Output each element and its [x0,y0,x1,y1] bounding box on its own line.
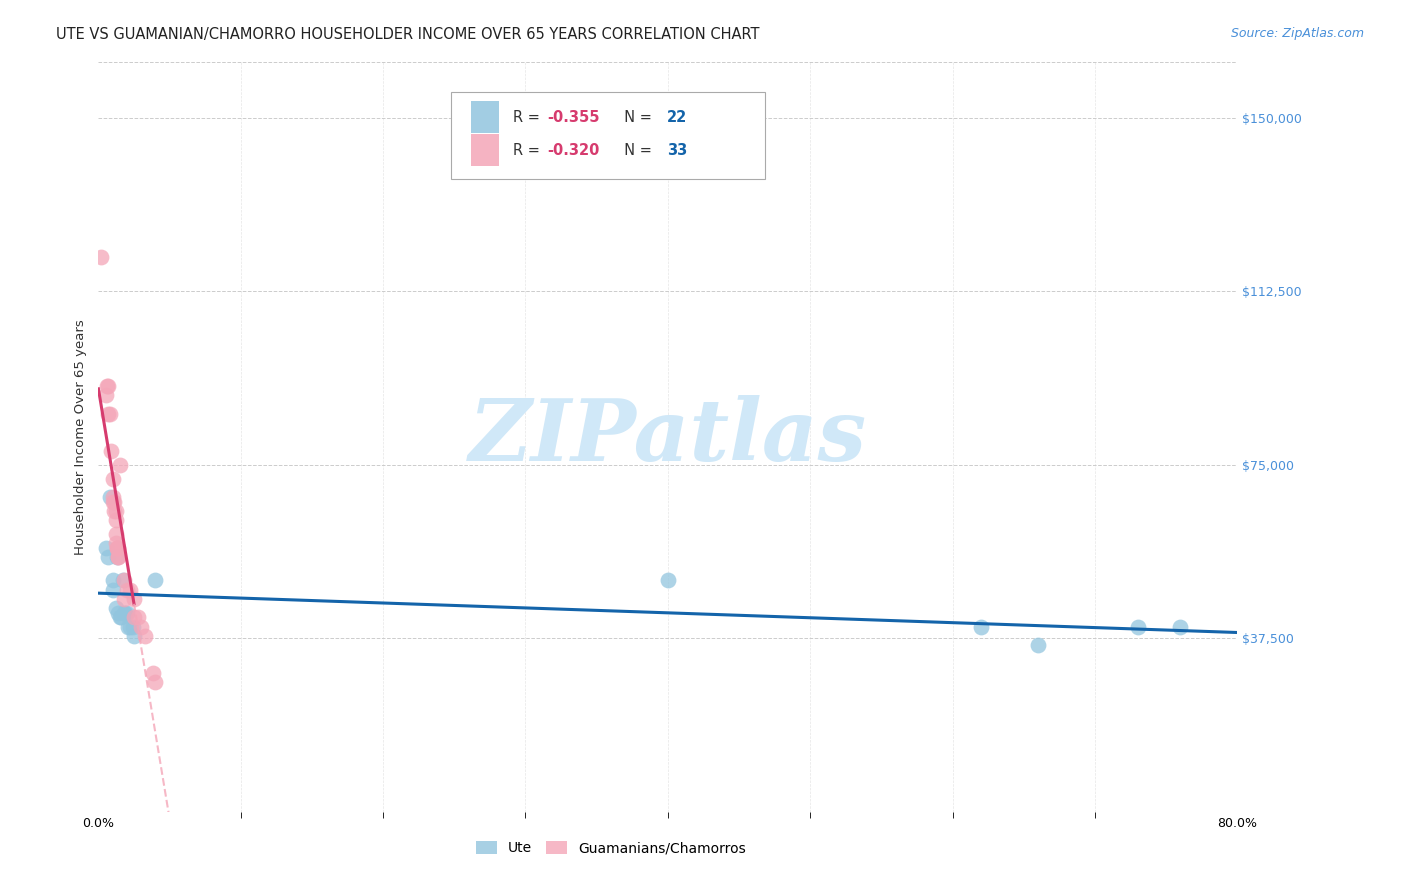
Point [101,495,124,509]
Point [121,620,143,634]
Point [94,541,117,555]
Point [97,550,120,565]
Point [145,675,167,690]
Point [104,527,127,541]
Text: R =: R = [513,110,544,125]
Point [111,574,134,588]
Point [103,504,125,518]
Point [122,610,145,624]
Point [94,388,117,402]
Point [97,379,120,393]
Point [145,574,167,588]
Text: 33: 33 [666,143,688,158]
Legend: Ute, Guamanians/Chamorros: Ute, Guamanians/Chamorros [471,836,751,861]
Point [1170,620,1192,634]
Point [100,444,122,458]
Point [101,582,124,597]
Point [122,591,145,606]
Point [101,472,124,486]
Point [1026,638,1049,652]
Point [112,574,135,588]
Point [117,620,139,634]
Point [105,550,128,565]
Point [115,582,138,597]
Point [112,606,135,620]
Point [101,574,124,588]
FancyBboxPatch shape [451,93,765,178]
Point [104,601,127,615]
FancyBboxPatch shape [471,102,499,133]
Point [98,490,121,504]
Point [107,541,129,555]
Point [141,665,163,680]
FancyBboxPatch shape [471,135,499,166]
Point [118,620,141,634]
Point [127,610,149,624]
Point [110,610,132,624]
Y-axis label: Householder Income Over 65 years: Householder Income Over 65 years [75,319,87,555]
Point [98,407,121,421]
Point [90,250,112,264]
Point [104,504,127,518]
Point [134,629,156,643]
Text: N =: N = [616,143,657,158]
Text: Source: ZipAtlas.com: Source: ZipAtlas.com [1230,27,1364,40]
Point [96,379,118,393]
Point [108,610,131,624]
Text: ZIPatlas: ZIPatlas [468,395,868,479]
Point [105,541,128,555]
Point [1126,620,1149,634]
Point [107,550,129,565]
Point [122,629,145,643]
Text: 22: 22 [666,110,688,125]
Text: -0.320: -0.320 [547,143,599,158]
Point [970,620,993,634]
Text: UTE VS GUAMANIAN/CHAMORRO HOUSEHOLDER INCOME OVER 65 YEARS CORRELATION CHART: UTE VS GUAMANIAN/CHAMORRO HOUSEHOLDER IN… [56,27,759,42]
Point [103,495,125,509]
Point [107,606,129,620]
Text: -0.355: -0.355 [547,110,599,125]
Point [112,591,135,606]
Point [108,458,131,472]
Text: R =: R = [513,143,544,158]
Point [115,606,138,620]
Point [104,536,127,550]
Point [118,582,141,597]
Point [114,606,136,620]
Point [104,513,127,527]
Point [657,574,679,588]
Point [97,407,120,421]
Point [105,541,128,555]
Point [101,490,124,504]
Text: N =: N = [616,110,657,125]
Point [107,550,129,565]
Point [129,620,152,634]
